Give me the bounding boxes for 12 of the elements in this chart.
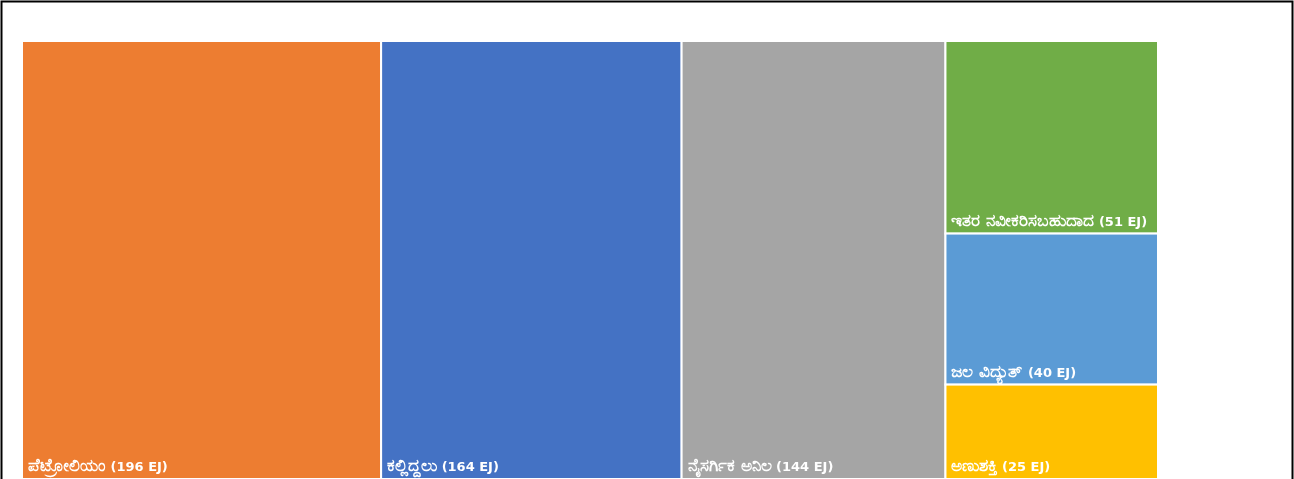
data-label: (40 EJ) xyxy=(1023,364,1077,380)
data-label: (51 EJ) xyxy=(1094,213,1148,229)
data-label: (144 EJ) xyxy=(771,459,834,474)
category-label: ಅಣುಶಕ್ತಿ xyxy=(951,455,999,476)
data-label: (25 EJ) xyxy=(997,459,1051,474)
category-label: ಜಲ ವಿದ್ಯುತ್ xyxy=(951,360,1024,385)
category-label: ಇತರ ನವೀಕರಿಸಬಹುದಾದ xyxy=(951,209,1095,230)
data-label: (164 EJ) xyxy=(437,459,499,474)
category-label: ಕಲ್ಲಿದ್ದಲು xyxy=(387,455,439,478)
category-label: ನೈಸರ್ಗಿಕ ಅನಿಲ xyxy=(687,455,772,478)
category-label: ಪೆಟ್ರೋಲಿಯಂ xyxy=(28,455,106,478)
data-label: (196 EJ) xyxy=(106,459,168,474)
